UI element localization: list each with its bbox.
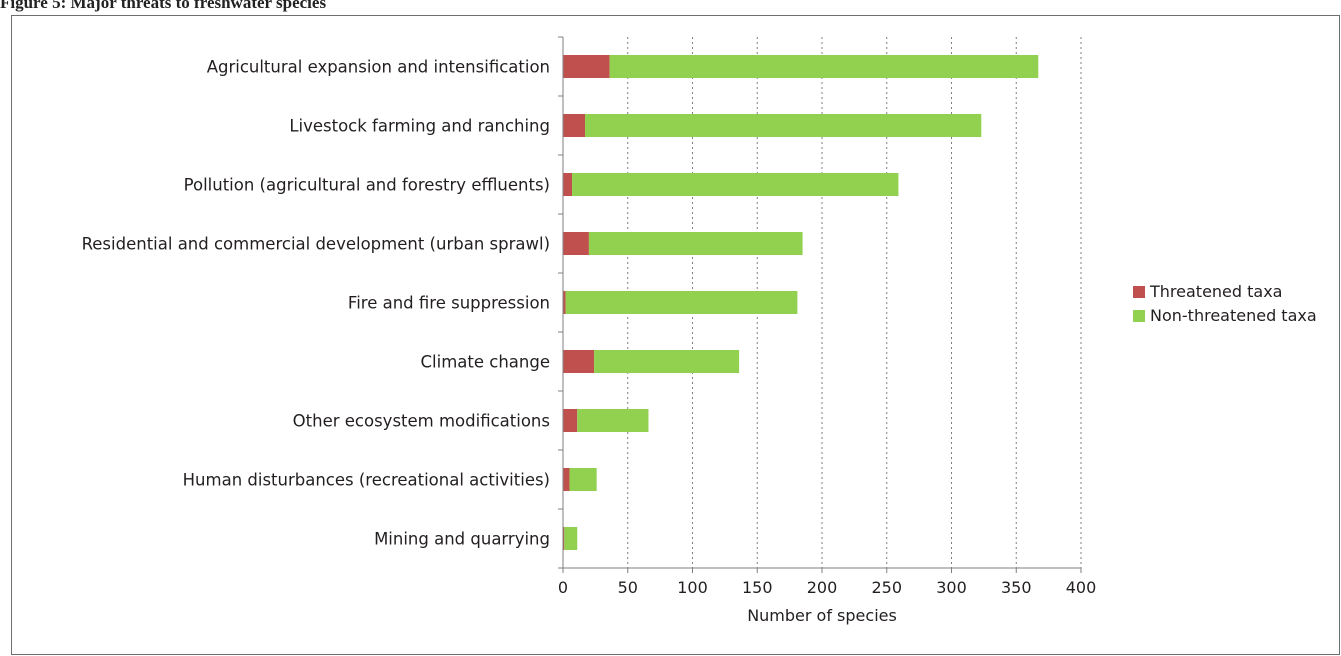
category-label: Human disturbances (recreational activit…: [183, 471, 550, 490]
x-tick-label-50: 50: [618, 578, 638, 597]
figure-frame: Agricultural expansion and intensificati…: [11, 15, 1340, 655]
legend-swatch-threatened: [1133, 286, 1145, 298]
legend-label-threatened: Threatened taxa: [1149, 282, 1282, 301]
category-label: Fire and fire suppression: [348, 294, 550, 313]
x-tick-label-100: 100: [677, 578, 708, 597]
legend-swatch-non-threatened: [1133, 310, 1145, 322]
bar-threatened-1: [563, 114, 586, 137]
category-label: Livestock farming and ranching: [289, 117, 550, 136]
bar-non-threatened-3: [588, 232, 803, 255]
category-label: Agricultural expansion and intensificati…: [207, 58, 550, 77]
bar-threatened-3: [563, 232, 589, 255]
tick-labels: 0 50 100 150 200 250 300 350 400: [558, 578, 1096, 597]
bar-non-threatened-6: [577, 409, 649, 432]
x-axis-title: Number of species: [747, 606, 897, 625]
bar-non-threatened-2: [572, 173, 899, 196]
bar-threatened-7: [563, 468, 570, 491]
category-label: Climate change: [421, 353, 550, 372]
legend: Threatened taxa Non-threatened taxa: [1133, 282, 1317, 325]
x-tick-label-250: 250: [871, 578, 902, 597]
x-tick-label-400: 400: [1066, 578, 1097, 597]
bar-non-threatened-8: [564, 527, 578, 550]
bar-threatened-4: [563, 291, 566, 314]
axes: [558, 36, 1082, 573]
category-label: Other ecosystem modifications: [293, 412, 550, 431]
bar-non-threatened-5: [594, 350, 740, 373]
bar-non-threatened-7: [569, 468, 597, 491]
bar-threatened-5: [563, 350, 595, 373]
bar-non-threatened-1: [585, 114, 982, 137]
category-label: Mining and quarrying: [374, 530, 550, 549]
figure-caption: Figure 5: Major threats to freshwater sp…: [0, 0, 327, 12]
bars: [563, 55, 1039, 550]
bar-threatened-6: [563, 409, 578, 432]
category-label: Pollution (agricultural and forestry eff…: [184, 176, 550, 195]
category-labels: Agricultural expansion and intensificati…: [82, 58, 550, 549]
bar-non-threatened-0: [609, 55, 1039, 78]
x-tick-label-0: 0: [558, 578, 568, 597]
x-tick-label-350: 350: [1001, 578, 1032, 597]
threats-bar-chart: Agricultural expansion and intensificati…: [82, 36, 1317, 625]
legend-label-non-threatened: Non-threatened taxa: [1150, 306, 1317, 325]
bar-threatened-2: [563, 173, 573, 196]
x-tick-label-150: 150: [742, 578, 773, 597]
bar-threatened-0: [563, 55, 610, 78]
bar-non-threatened-4: [565, 291, 798, 314]
category-label: Residential and commercial development (…: [82, 235, 550, 254]
x-tick-label-300: 300: [936, 578, 967, 597]
bar-threatened-8: [563, 527, 565, 550]
x-tick-label-200: 200: [807, 578, 838, 597]
